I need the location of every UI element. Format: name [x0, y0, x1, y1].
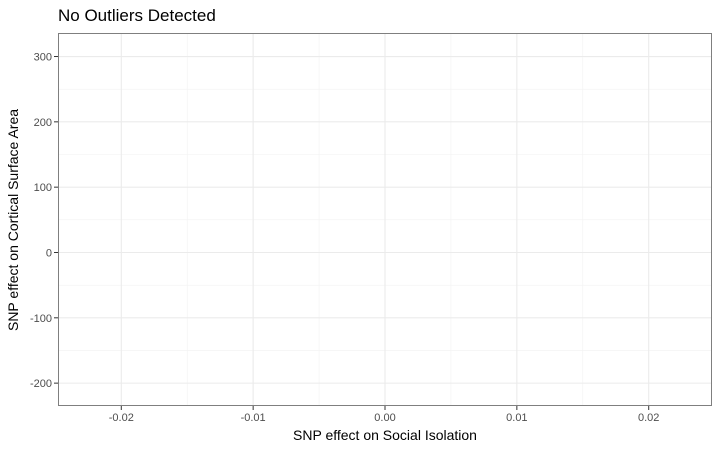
- y-axis-ticks: -200 -100 0 100 200 300: [30, 52, 58, 390]
- x-tick-label: 0.02: [638, 412, 659, 424]
- y-axis-title: SNP effect on Cortical Surface Area: [5, 109, 21, 331]
- chart-title: No Outliers Detected: [58, 6, 216, 25]
- grid-major: [58, 33, 712, 406]
- y-tick-label: 300: [34, 52, 52, 64]
- x-tick-label: -0.01: [241, 412, 266, 424]
- x-tick-label: -0.02: [109, 412, 134, 424]
- x-axis-title: SNP effect on Social Isolation: [293, 427, 477, 443]
- y-tick-label: 200: [34, 117, 52, 129]
- y-tick-label: -200: [30, 378, 52, 390]
- x-tick-label: 0.01: [506, 412, 527, 424]
- y-tick-label: -100: [30, 313, 52, 325]
- y-tick-label: 100: [34, 182, 52, 194]
- plot-panel-border: [58, 33, 712, 406]
- x-tick-label: 0.00: [374, 412, 395, 424]
- y-tick-label: 0: [46, 247, 52, 259]
- x-axis-ticks: -0.02 -0.01 0.00 0.01 0.02: [109, 406, 659, 424]
